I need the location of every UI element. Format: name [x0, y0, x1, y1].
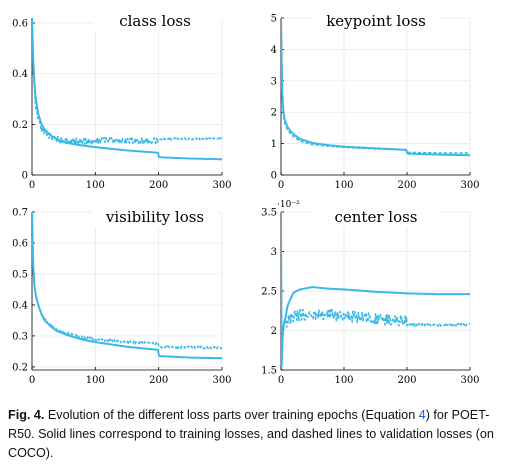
y-tick-label: 0.6: [12, 238, 28, 249]
panel-title: class loss: [119, 12, 191, 30]
validation-series-keypoint: [281, 17, 471, 154]
x-tick-label: 100: [334, 375, 353, 386]
y-tick-label: 2: [271, 108, 277, 119]
x-tick-label: 100: [334, 180, 353, 191]
x-tick-label: 200: [149, 375, 168, 386]
x-tick-label: 300: [460, 375, 479, 386]
panel-title-bg: [314, 208, 438, 227]
y-tick-label: 0.2: [12, 362, 28, 373]
panel-visibility: 0 100 200 300 0.2 0.3 0.4 0.5 0.6 0.7 visibility l…: [12, 208, 231, 387]
panel-keypoint: 0 100 200 300 0 1 2 3 4 5 keypoint loss: [271, 12, 480, 191]
x-tick-label: 300: [212, 375, 231, 386]
y-tick-label: 1: [271, 139, 277, 150]
x-tick-label: 0: [278, 375, 284, 386]
training-series-center: [281, 211, 471, 368]
x-tick-label: 200: [397, 180, 416, 191]
y-tick-label: 4: [271, 45, 277, 56]
y-tick-label: 0.6: [12, 19, 28, 30]
figure-number: Fig. 4.: [8, 408, 45, 422]
training-series-keypoint: [281, 17, 471, 157]
equation-link[interactable]: 4: [418, 408, 426, 422]
y-tick-label: 0.4: [12, 300, 28, 311]
panel-title-bg: [314, 12, 438, 31]
panel-center: 0 100 200 300 1.5 2 2.5 3 3.5·10⁻² center loss: [261, 200, 479, 386]
panel-title: center loss: [334, 208, 417, 226]
figure-caption: Fig. 4. Evolution of the different loss …: [8, 406, 500, 463]
y-tick-label: 2.5: [261, 287, 277, 298]
y-tick-label: 3.5: [261, 208, 277, 219]
caption-text-start: Evolution of the different loss parts ov…: [44, 408, 419, 422]
x-tick-label: 100: [86, 180, 105, 191]
x-tick-label: 0: [29, 180, 35, 191]
panel-title-bg: [93, 12, 217, 31]
y-tick-label: 0.7: [12, 208, 28, 219]
x-tick-label: 100: [86, 375, 105, 386]
x-tick-label: 0: [278, 180, 284, 191]
x-tick-label: 200: [397, 375, 416, 386]
panel-title: keypoint loss: [326, 12, 426, 30]
x-tick-label: 300: [212, 180, 231, 191]
y-tick-label: 3: [271, 76, 277, 87]
y-tick-label: 3: [271, 247, 277, 258]
x-tick-label: 200: [149, 180, 168, 191]
y-tick-label: 0: [271, 171, 277, 182]
training-series-visibility: [32, 211, 223, 360]
y-tick-label: 1.5: [261, 366, 277, 377]
panel-title: visibility loss: [105, 208, 204, 226]
x-tick-label: 0: [29, 375, 35, 386]
caption-text-end: ) for POET-R50. Solid lines correspond t…: [8, 408, 494, 460]
panel-title-bg: [93, 208, 217, 227]
y-tick-label: 0: [22, 171, 28, 182]
y-tick-label: 2: [271, 326, 277, 337]
panel-class: 0 100 200 300 0 0.2 0.4 0.6 class loss: [12, 12, 232, 191]
y-tick-label: 5: [271, 14, 277, 25]
y-axis-exponent: ·10⁻²: [277, 200, 300, 210]
y-tick-label: 0.4: [12, 69, 28, 80]
validation-series-class: [32, 17, 223, 145]
y-tick-label: 0.5: [12, 269, 28, 280]
y-tick-label: 0.3: [12, 331, 28, 342]
y-tick-label: 0.2: [12, 120, 28, 131]
validation-series-visibility: [32, 211, 223, 350]
x-tick-label: 300: [460, 180, 479, 191]
validation-series-center: [281, 211, 471, 363]
